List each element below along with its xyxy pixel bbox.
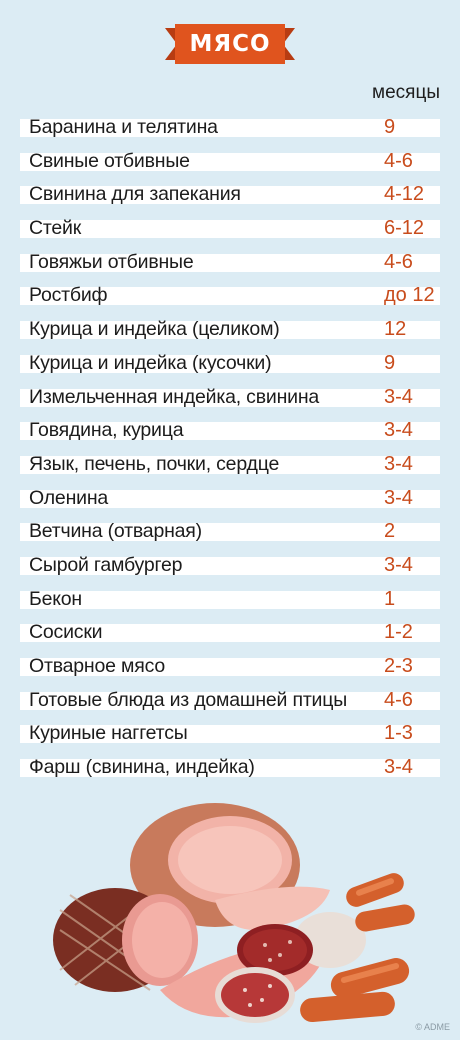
table-row: Свиные отбивные 4-6 (20, 148, 440, 182)
row-bar (20, 624, 440, 643)
table-row: Готовые блюда из домашней птицы 4-6 (20, 687, 440, 721)
row-bar (20, 321, 440, 340)
meat-name: Отварное мясо (29, 655, 165, 677)
months-value: 12 (384, 318, 407, 341)
row-bar (20, 354, 440, 373)
meat-name: Оленина (29, 486, 109, 509)
row-bar (20, 590, 440, 609)
months-value: 1-3 (384, 722, 413, 745)
row-bar (20, 186, 440, 205)
table-row: Бекон 1 (20, 586, 440, 620)
row-bar (20, 152, 440, 171)
months-value: до 12 (384, 284, 435, 307)
row-bar (20, 556, 440, 575)
credit-text: © ADME (415, 1022, 450, 1032)
meat-name: Измельченная индейка, свинина (29, 385, 320, 408)
meat-name: Ростбиф (29, 284, 108, 307)
table-row: Свинина для запекания 4-12 (20, 181, 440, 215)
meat-name: Стейк (29, 217, 82, 240)
meat-name: Свиные отбивные (29, 149, 190, 172)
meat-name: Сосиски (29, 621, 103, 644)
meat-name: Говядина, курица (29, 419, 184, 442)
meat-name: Фарш (свинина, индейка) (29, 756, 255, 779)
meat-name: Куриные наггетсы (29, 722, 188, 745)
table-row: Фарш (свинина, индейка) 3-4 (20, 754, 440, 788)
meat-name: Ветчина (отварная) (29, 520, 202, 543)
meat-name: Готовые блюда из домашней птицы (29, 688, 348, 711)
months-value: 4-6 (384, 250, 413, 273)
months-value: 9 (384, 351, 396, 374)
meat-name: Баранина и телятина (29, 116, 218, 138)
row-bar (20, 523, 440, 542)
months-value: 1 (384, 587, 396, 610)
table-row: Измельченная индейка, свинина 3-4 (20, 384, 440, 418)
row-bar (20, 725, 440, 744)
months-value: 2 (384, 520, 396, 543)
row-bar (20, 691, 440, 710)
meat-name: Курица и индейка (кусочки) (29, 351, 272, 374)
row-bar (20, 658, 440, 676)
meat-name: Бекон (29, 587, 83, 610)
table-row: Курица и индейка (целиком) 12 (20, 316, 440, 350)
row-bar (20, 759, 440, 778)
table-row: Говядина, курица 3-4 (20, 417, 440, 451)
months-value: 4-12 (384, 183, 425, 206)
months-value: 3-4 (384, 385, 413, 408)
table-row: Ветчина (отварная) 2 (20, 518, 440, 552)
table-row: Язык, печень, почки, сердце 3-4 (20, 451, 440, 485)
months-value: 2-3 (384, 655, 413, 677)
meat-name: Сырой гамбургер (29, 553, 183, 576)
months-value: 3-4 (384, 419, 413, 442)
table-row: Стейк 6-12 (20, 215, 440, 249)
storage-table: Баранина и телятина 9 Свиные отбивные 4-6 Св… (20, 114, 440, 788)
months-column-header: месяцы (372, 82, 440, 103)
months-value: 9 (384, 116, 396, 138)
months-value: 1-2 (384, 621, 413, 644)
meat-illustration (53, 803, 415, 1023)
table-row: Сырой гамбургер 3-4 (20, 552, 440, 586)
months-value: 3-4 (384, 756, 413, 779)
table-row: Говяжьи отбивные 4-6 (20, 249, 440, 283)
row-bar (20, 253, 440, 272)
months-value: 6-12 (384, 217, 425, 240)
row-bar (20, 388, 440, 407)
table-row: Ростбиф до 12 (20, 282, 440, 316)
meat-name: Курица и индейка (целиком) (29, 318, 280, 341)
row-bar (20, 455, 440, 474)
meat-name: Говяжьи отбивные (29, 250, 194, 273)
months-value: 3-4 (384, 553, 413, 576)
months-value: 3-4 (384, 452, 413, 475)
meat-name: Язык, печень, почки, сердце (29, 452, 280, 475)
row-bar (20, 119, 440, 137)
row-bar (20, 220, 440, 239)
table-row: Оленина 3-4 (20, 485, 440, 519)
title-banner: МЯСО (165, 24, 295, 64)
table-row: Курица и индейка (кусочки) 9 (20, 350, 440, 384)
meat-name: Свинина для запекания (29, 183, 241, 206)
months-value: 4-6 (384, 688, 413, 711)
banner-ribbon-shape (165, 24, 295, 64)
table-row: Куриные наггетсы 1-3 (20, 720, 440, 754)
row-bar (20, 489, 440, 508)
page-title: МЯСО (189, 31, 271, 57)
months-value: 4-6 (384, 149, 413, 172)
table-row: Баранина и телятина 9 (20, 114, 440, 148)
row-bar (20, 287, 440, 306)
table-row: Отварное мясо 2-3 (20, 653, 440, 687)
table-row: Сосиски 1-2 (20, 619, 440, 653)
row-bar (20, 422, 440, 441)
months-value: 3-4 (384, 486, 413, 509)
